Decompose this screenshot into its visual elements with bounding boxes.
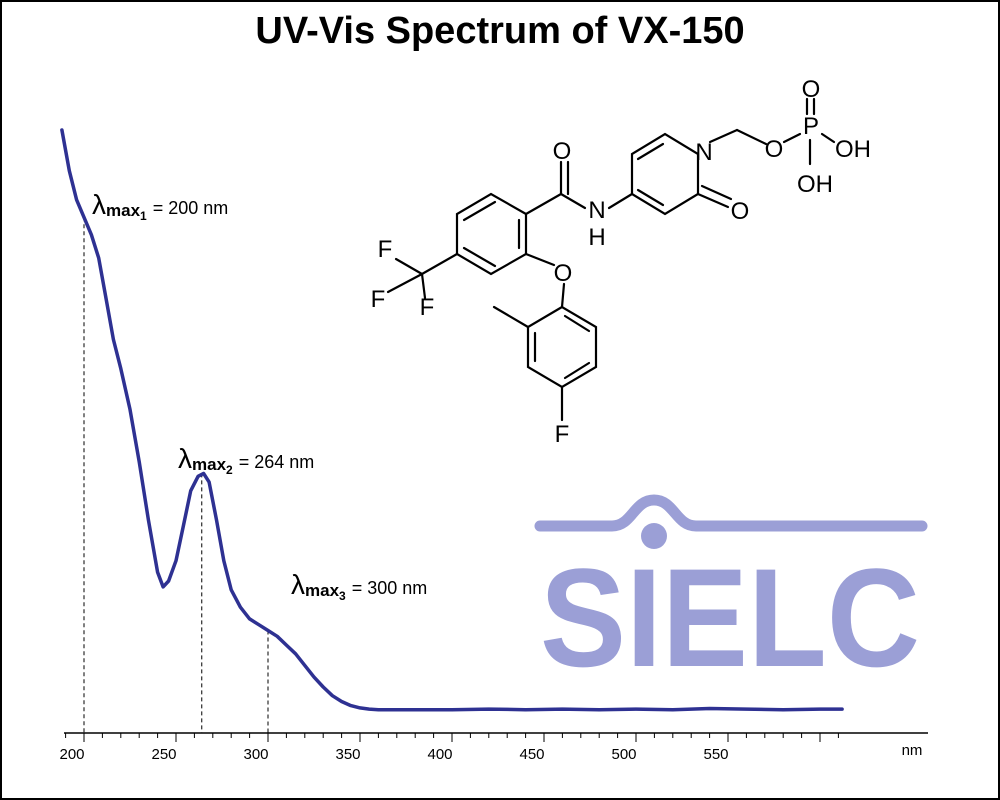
ring-carbonyl-bond: [696, 192, 730, 209]
atom-p: P: [803, 113, 819, 140]
atom-o-amide: O: [553, 138, 572, 165]
lambda-index: 3: [339, 589, 346, 603]
atom-f3: F: [420, 294, 435, 321]
x-unit-label: nm: [902, 742, 923, 759]
logo-dot: [641, 523, 667, 549]
logo-swoosh: [534, 494, 928, 532]
bond: [560, 282, 566, 309]
x-tick-label: 350: [335, 746, 360, 763]
chart-title: UV-Vis Spectrum of VX-150: [255, 10, 745, 52]
bond: [820, 132, 836, 144]
atom-o-ether-p: O: [765, 136, 784, 163]
atom-o-ether: O: [554, 260, 573, 287]
lambda-index: 2: [226, 463, 233, 477]
atom-f-bottom: F: [555, 421, 570, 448]
bond: [735, 128, 768, 146]
lambda-sub-max: max: [305, 581, 340, 600]
atom-f2: F: [371, 286, 386, 313]
logo-text: SIELC: [540, 539, 920, 696]
bond: [524, 252, 556, 267]
atom-o-phosphoryl: O: [802, 76, 821, 103]
lambda-value: = 200 nm: [153, 198, 229, 218]
structure-atom-labels: O N H N O O P O OH OH O F F F F: [371, 76, 871, 448]
atom-o-ring: O: [731, 198, 750, 225]
benzene-ring-1: [455, 192, 528, 276]
x-tick-label: 450: [519, 746, 544, 763]
ring1-double-bond: [462, 200, 497, 222]
x-axis: 200 250 300 350 400 450 500 550 nm: [59, 732, 928, 763]
x-tick-label: 300: [243, 746, 268, 763]
lambda-max-label: λmax3 = 300 nm: [291, 569, 427, 603]
x-tick-label: 250: [151, 746, 176, 763]
bond: [607, 192, 634, 210]
methyl-bond: [492, 305, 530, 329]
bond: [782, 132, 802, 144]
bond: [559, 192, 587, 210]
atom-h-amide: H: [588, 224, 605, 251]
spectrum-line: [60, 128, 844, 712]
lambda-max-drop-lines: [83, 217, 269, 733]
vx-150-structure: [386, 97, 836, 422]
lambda-sub-max: max: [192, 455, 227, 474]
x-tick-label: 200: [59, 746, 84, 763]
lambda-index: 1: [140, 209, 147, 223]
lambda-max-label: λmax2 = 264 nm: [178, 443, 314, 477]
ring3-double-bond: [563, 361, 591, 380]
lambda-symbol: λ: [92, 189, 106, 220]
benzene-ring-2: [526, 305, 598, 389]
x-tick-label: 500: [611, 746, 636, 763]
atom-n-ring: N: [695, 139, 712, 166]
ring2-double-bond: [636, 142, 665, 161]
lambda-value: = 264 nm: [239, 452, 315, 472]
bond: [420, 252, 459, 276]
lambda-max-label: λmax1 = 200 nm: [92, 189, 228, 223]
pyridinone-ring: [630, 132, 700, 216]
x-tick-label: 550: [703, 746, 728, 763]
series-layer: [60, 128, 844, 712]
atom-oh-right: OH: [835, 136, 871, 163]
lambda-symbol: λ: [291, 569, 305, 600]
ring3-double-bond: [563, 314, 591, 333]
lambda-sub-max: max: [106, 201, 141, 220]
ring1-double-bond: [462, 246, 497, 268]
bond: [524, 192, 563, 216]
atom-n-amide: N: [588, 197, 605, 224]
bond: [708, 128, 739, 144]
ring2-double-bond: [636, 188, 665, 207]
bond: [420, 272, 427, 300]
x-tick-label: 400: [427, 746, 452, 763]
ring-carbonyl-bond: [700, 184, 733, 201]
sielc-logo: SIELC: [534, 494, 928, 696]
lambda-value: = 300 nm: [352, 578, 428, 598]
atom-f1: F: [378, 236, 393, 263]
lambda-symbol: λ: [178, 443, 192, 474]
bond: [386, 272, 424, 294]
atom-oh-bottom: OH: [797, 171, 833, 198]
bond: [394, 257, 424, 276]
